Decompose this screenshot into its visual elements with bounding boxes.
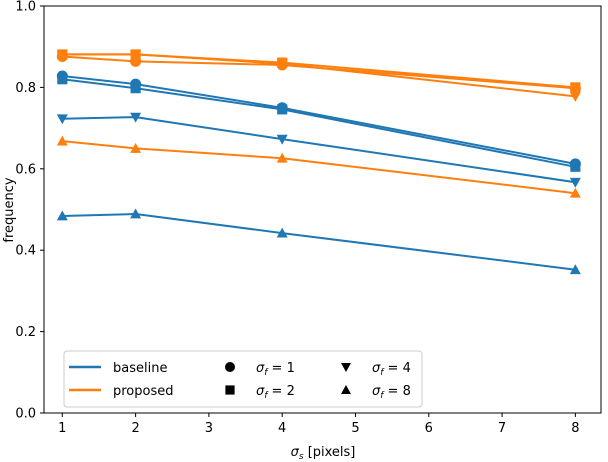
series-layer (56, 49, 581, 275)
legend-marker-triangle-down (341, 363, 351, 372)
data-point-proposed-sigma-f-8 (569, 187, 581, 198)
legend-marker-circle (225, 362, 235, 372)
data-point-baseline-sigma-f-8 (56, 210, 68, 221)
y-tick-label: 0.4 (15, 244, 36, 259)
legend-marker-triangle-up (341, 385, 351, 394)
legend-marker-square (225, 385, 235, 395)
data-point-baseline-sigma-f-8 (276, 227, 288, 238)
legend-sigma-f-2-value: 2 (287, 384, 295, 399)
data-point-proposed-sigma-f-8 (130, 142, 142, 153)
x-tick-label: 5 (351, 421, 359, 436)
y-tick-label: 0.0 (15, 407, 36, 422)
series-line-baseline-sigma-f-8 (62, 213, 576, 271)
data-point-proposed-sigma-f-4 (56, 50, 68, 60)
data-point-baseline-sigma-f-4 (56, 114, 68, 125)
series-line-baseline-sigma-f-1 (62, 75, 576, 165)
data-point-proposed-sigma-f-8 (276, 152, 288, 163)
y-axis-label: frequency (2, 177, 17, 243)
x-tick-label: 4 (278, 421, 286, 436)
legend-label-proposed: proposed (113, 384, 174, 399)
series-line-proposed-sigma-f-8 (62, 140, 576, 195)
y-tick-label: 0.2 (15, 325, 36, 340)
data-point-baseline-sigma-f-2 (570, 161, 581, 172)
x-axis-label-suffix: [pixels] (304, 445, 356, 460)
x-axis-label-subscript: s (299, 452, 304, 462)
data-point-baseline-sigma-f-2 (277, 104, 288, 115)
legend-sigma-f-1-value: 1 (287, 361, 295, 376)
data-point-proposed-sigma-f-8 (56, 135, 68, 146)
legend-sigma-f-8-value: 8 (403, 384, 411, 399)
x-tick-label: 8 (571, 421, 579, 436)
y-tick-label: 0.8 (15, 81, 36, 96)
data-point-baseline-sigma-f-4 (276, 134, 288, 145)
legend-label-baseline: baseline (113, 361, 167, 376)
data-point-baseline-sigma-f-2 (57, 74, 68, 85)
legend-markers (225, 362, 351, 395)
legend: baseline proposed σf = 1 σf = 2 σf = 4 σ… (63, 350, 423, 408)
legend-label-sigma-f-1: σf = 1 (256, 361, 295, 378)
data-point-baseline-sigma-f-4 (130, 112, 142, 123)
data-point-baseline-sigma-f-8 (130, 208, 142, 219)
y-tick-label: 0.6 (15, 162, 36, 177)
data-point-proposed-sigma-f-4 (276, 59, 288, 70)
legend-box (63, 350, 423, 408)
legend-label-sigma-f-4: σf = 4 (372, 361, 411, 378)
data-point-baseline-sigma-f-4 (569, 177, 581, 188)
series-line-proposed-sigma-f-1 (62, 55, 576, 90)
x-tick-label: 1 (58, 421, 66, 436)
x-tick-label: 3 (205, 421, 213, 436)
legend-label-sigma-f-8: σf = 8 (372, 384, 411, 401)
x-tick-label: 2 (131, 421, 139, 436)
legend-sigma-f-4-value: 4 (403, 361, 411, 376)
x-tick-label: 7 (498, 421, 506, 436)
data-point-proposed-sigma-f-4 (130, 50, 142, 60)
ticks-layer: 1 2 3 4 5 6 7 8 0.0 0.2 0.4 0.6 0.8 1.0 (15, 0, 579, 436)
legend-label-sigma-f-2: σf = 2 (256, 384, 295, 401)
data-point-baseline-sigma-f-2 (130, 83, 141, 94)
series-line-baseline-sigma-f-4 (62, 116, 576, 184)
series-line-proposed-sigma-f-4 (62, 53, 576, 98)
x-axis-label-symbol: σ (291, 445, 300, 460)
x-axis-label: σs [pixels] (291, 445, 356, 462)
plot-frame (43, 5, 602, 414)
x-tick-label: 6 (425, 421, 433, 436)
data-point-baseline-sigma-f-8 (569, 264, 581, 275)
series-line-baseline-sigma-f-2 (62, 78, 576, 168)
data-point-proposed-sigma-f-2 (570, 82, 581, 93)
data-point-proposed-sigma-f-4 (569, 91, 581, 102)
y-tick-label: 1.0 (15, 0, 36, 15)
